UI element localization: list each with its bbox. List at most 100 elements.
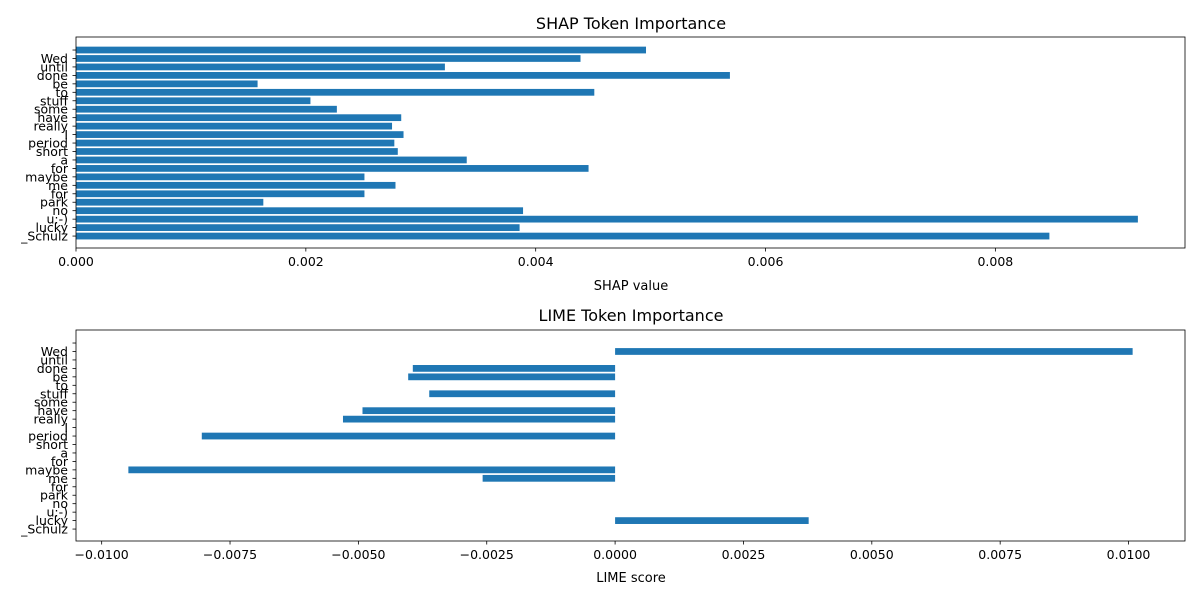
lime-bar-13 [342, 415, 616, 423]
lime-xlabel: LIME score [596, 571, 666, 586]
lime-bar-18 [408, 373, 616, 381]
shap-bar-20 [76, 63, 445, 71]
shap-ytick-label-12: I [64, 127, 68, 142]
lime-ytick-label-17: to [55, 378, 68, 393]
shap-bar-17 [76, 88, 595, 96]
shap-ytick-label-13: really [33, 119, 68, 134]
lime-ytick-label-18: be [52, 369, 68, 384]
shap-ytick-label-18: be [52, 76, 68, 91]
lime-ytick-label-3: no [52, 496, 68, 511]
shap-ytick-label-0: _Schulz [20, 229, 68, 244]
shap-bar-19 [76, 72, 730, 79]
shap-xtick-label-4: 0.008 [977, 254, 1013, 269]
lime-axes-frame [75, 329, 1186, 542]
lime-ytick-label-4: park [40, 488, 69, 503]
shap-bar-1 [76, 224, 520, 231]
lime-ytick-label-6: me [48, 471, 68, 486]
shap-ytick-label-10: short [36, 144, 68, 159]
lime-bar-14 [362, 407, 616, 415]
shap-bar-2 [76, 215, 1138, 223]
lime-ytick-label-12: I [64, 420, 68, 435]
shap-bar-3 [76, 207, 524, 215]
lime-ytick-label-7: maybe [25, 462, 68, 477]
shap-axes-frame [75, 36, 1186, 249]
lime-bar-19 [412, 365, 616, 372]
shap-bar-18 [76, 80, 258, 88]
shap-bar-14 [76, 114, 402, 122]
lime-xtick-label-6: 0.0050 [850, 547, 894, 562]
shap-title: SHAP Token Importance [536, 14, 726, 33]
shap-ytick-label-20: until [40, 59, 68, 74]
lime-ytick-label-16: stuff [40, 386, 68, 401]
shap-ytick-label-1: lucky [36, 220, 69, 235]
shap-xtick-label-3: 0.006 [748, 254, 784, 269]
lime-xtick-label-5: 0.0025 [722, 547, 766, 562]
shap-ytick-label-19: done [37, 68, 69, 83]
shap-bar-0 [76, 232, 1050, 240]
lime-ytick-label-11: period [28, 429, 68, 444]
lime-ytick-label-2: u:-) [46, 505, 68, 520]
shap-ytick-label-6: me [48, 178, 68, 193]
lime-ytick-label-8: for [51, 454, 69, 469]
lime-panel: LIME Token Importance LIME score _Schulz… [20, 306, 1186, 586]
lime-ytick-label-15: some [34, 395, 68, 410]
lime-bar-21 [615, 348, 1133, 355]
lime-bar-6 [482, 474, 616, 482]
lime-xtick-label-7: 0.0075 [978, 547, 1022, 562]
lime-ytick-label-0: _Schulz [20, 522, 68, 537]
shap-bar-5 [76, 190, 365, 198]
shap-bar-10 [76, 148, 398, 155]
shap-bar-7 [76, 173, 365, 181]
shap-xtick-label-1: 0.002 [288, 254, 324, 269]
shap-xlabel: SHAP value [594, 279, 668, 294]
lime-xtick-label-3: −0.0025 [460, 547, 514, 562]
shap-bar-11 [76, 139, 395, 147]
shap-bar-6 [76, 181, 396, 189]
shap-bar-12 [76, 131, 404, 138]
shap-xtick-label-0: 0.000 [58, 254, 94, 269]
shap-bar-21 [76, 55, 581, 62]
lime-ytick-label-21: Wed [41, 344, 68, 359]
shap-bar-15 [76, 105, 337, 113]
shap-ytick-label-16: stuff [40, 93, 68, 108]
lime-ytick-label-19: done [37, 361, 69, 376]
lime-ytick-label-14: have [37, 403, 68, 418]
lime-ytick-label-13: really [33, 412, 68, 427]
shap-ytick-label-11: period [28, 136, 68, 151]
shap-panel: SHAP Token Importance SHAP value _Schulz… [20, 14, 1186, 294]
shap-ytick-label-21: Wed [41, 51, 68, 66]
shap-ytick-label-14: have [37, 110, 68, 125]
shap-ytick-label-7: maybe [25, 169, 68, 184]
shap-bar-9 [76, 156, 467, 164]
lime-bar-1 [615, 517, 809, 524]
lime-xtick-label-1: −0.0075 [203, 547, 257, 562]
shap-bar-22 [76, 46, 647, 54]
lime-ytick-label-20: until [40, 352, 68, 367]
shap-ytick-label-17: to [55, 85, 68, 100]
lime-ytick-label-5: for [51, 479, 69, 494]
shap-ytick-label-8: for [51, 161, 69, 176]
lime-ytick-label-10: short [36, 437, 68, 452]
shap-ytick-label-9: a [60, 152, 68, 167]
lime-xtick-label-2: −0.0050 [331, 547, 385, 562]
shap-ytick-label-4: park [40, 195, 69, 210]
shap-bar-13 [76, 122, 393, 130]
shap-ytick-label-3: no [52, 203, 68, 218]
lime-xtick-label-0: −0.0100 [75, 547, 129, 562]
shap-xtick-label-2: 0.004 [518, 254, 554, 269]
lime-title: LIME Token Importance [539, 306, 724, 325]
lime-xtick-label-4: 0.0000 [593, 547, 637, 562]
lime-ytick-label-1: lucky [36, 513, 69, 528]
lime-ytick-label-9: a [60, 445, 68, 460]
lime-bar-16 [429, 390, 616, 398]
shap-ytick-label-2: u:-) [46, 212, 68, 227]
shap-ytick-label-5: for [51, 186, 69, 201]
lime-xtick-label-8: 0.0100 [1107, 547, 1151, 562]
shap-bar-4 [76, 198, 264, 206]
shap-bar-16 [76, 97, 311, 105]
shap-ytick-label-15: some [34, 102, 68, 117]
lime-bar-11 [201, 432, 616, 440]
shap-bar-8 [76, 165, 589, 172]
